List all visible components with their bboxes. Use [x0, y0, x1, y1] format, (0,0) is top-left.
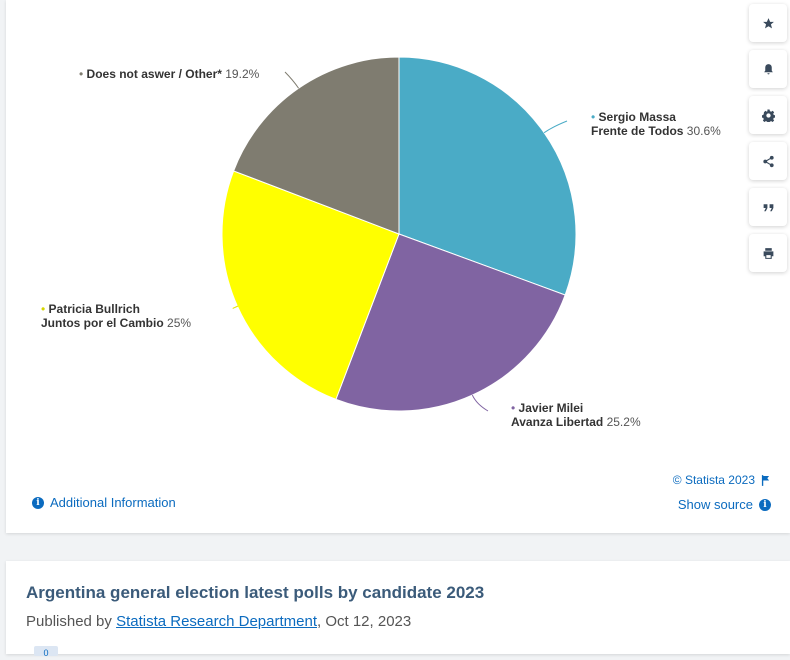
show-source-label: Show source [677, 497, 753, 512]
share-icon [762, 155, 774, 167]
info-icon: i [759, 498, 771, 511]
notification-button[interactable] [749, 50, 787, 88]
published-date: , Oct 12, 2023 [317, 613, 412, 630]
pie-slice[interactable] [232, 56, 400, 235]
label-connector [232, 305, 239, 309]
tag-chip[interactable]: 0 [34, 646, 58, 658]
cite-button[interactable] [749, 188, 787, 226]
copyright-notice[interactable]: © Statista 2023 [673, 473, 770, 487]
settings-button[interactable] [749, 96, 787, 134]
favorite-button[interactable] [749, 4, 787, 42]
quote-icon [763, 203, 773, 211]
label-connector [284, 71, 300, 89]
label-connector [543, 120, 568, 134]
article-header-card: Argentina general election latest polls … [6, 561, 790, 658]
share-button[interactable] [749, 142, 787, 180]
slice-party-label: Juntos por el Cambio 25% [41, 316, 191, 330]
slice-party-label: Frente de Todos 30.6% [591, 124, 721, 138]
star-icon [762, 17, 774, 28]
show-source-link[interactable]: Show source i [678, 497, 771, 512]
published-by-line: Published by Statista Research Departmen… [26, 613, 411, 630]
publisher-link[interactable]: Statista Research Department [116, 613, 317, 630]
info-icon: i [32, 496, 44, 509]
pie-slice[interactable] [398, 56, 577, 296]
flag-icon [761, 474, 770, 486]
label-connector [471, 394, 489, 412]
print-icon [763, 247, 773, 259]
additional-information-label: Additional Information [50, 495, 176, 510]
published-prefix: Published by [26, 613, 117, 630]
print-button[interactable] [749, 234, 787, 272]
chart-toolbar [749, 4, 787, 280]
slice-label: • Does not aswer / Other* 19.2% [79, 67, 260, 81]
gear-icon [761, 109, 775, 122]
slice-label: • Patricia Bullrich [41, 302, 140, 316]
slice-party-label: Avanza Libertad 25.2% [511, 415, 641, 429]
bell-icon [763, 63, 773, 74]
copyright-label: © Statista 2023 [672, 473, 755, 487]
chart-card: • Sergio Massa Frente de Todos 30.6% • Jav… [6, 0, 790, 533]
page-title: Argentina general election latest polls … [26, 583, 485, 602]
additional-information-link[interactable]: i Additional Information [32, 495, 176, 510]
slice-label: • Sergio Massa [591, 110, 676, 124]
slice-label: • Javier Milei [511, 401, 583, 415]
